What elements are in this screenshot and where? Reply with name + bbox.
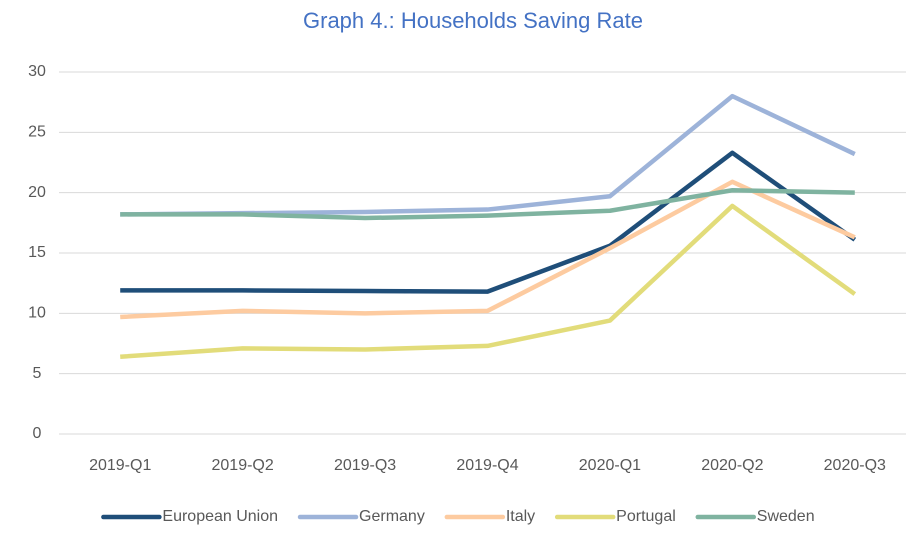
- series-line: [120, 179, 856, 320]
- legend-label: Germany: [359, 508, 425, 525]
- y-tick-label: 5: [33, 365, 42, 382]
- y-tick-label: 15: [28, 244, 46, 261]
- legend-label: European Union: [162, 508, 278, 525]
- series-line: [120, 188, 855, 221]
- x-tick-label: 2019-Q2: [212, 457, 274, 474]
- x-tick-label: 2019-Q3: [334, 457, 396, 474]
- y-tick-label: 30: [28, 63, 46, 80]
- chart-title: Graph 4.: Households Saving Rate: [303, 8, 643, 33]
- y-tick-label: 25: [28, 124, 46, 141]
- y-tick-label: 20: [28, 184, 46, 201]
- legend-label: Portugal: [616, 508, 676, 525]
- y-tick-label: 10: [28, 305, 46, 322]
- x-tick-label: 2019-Q4: [456, 457, 518, 474]
- x-tick-label: 2020-Q1: [579, 457, 641, 474]
- x-tick-label: 2019-Q1: [89, 457, 151, 474]
- series-line: [120, 150, 857, 294]
- legend-label: Sweden: [757, 508, 815, 525]
- x-tick-label: 2020-Q2: [701, 457, 763, 474]
- legend-label: Italy: [506, 508, 535, 525]
- y-tick-label: 0: [33, 425, 42, 442]
- series-line: [120, 203, 857, 360]
- series-line: [120, 93, 856, 217]
- x-tick-label: 2020-Q3: [824, 457, 886, 474]
